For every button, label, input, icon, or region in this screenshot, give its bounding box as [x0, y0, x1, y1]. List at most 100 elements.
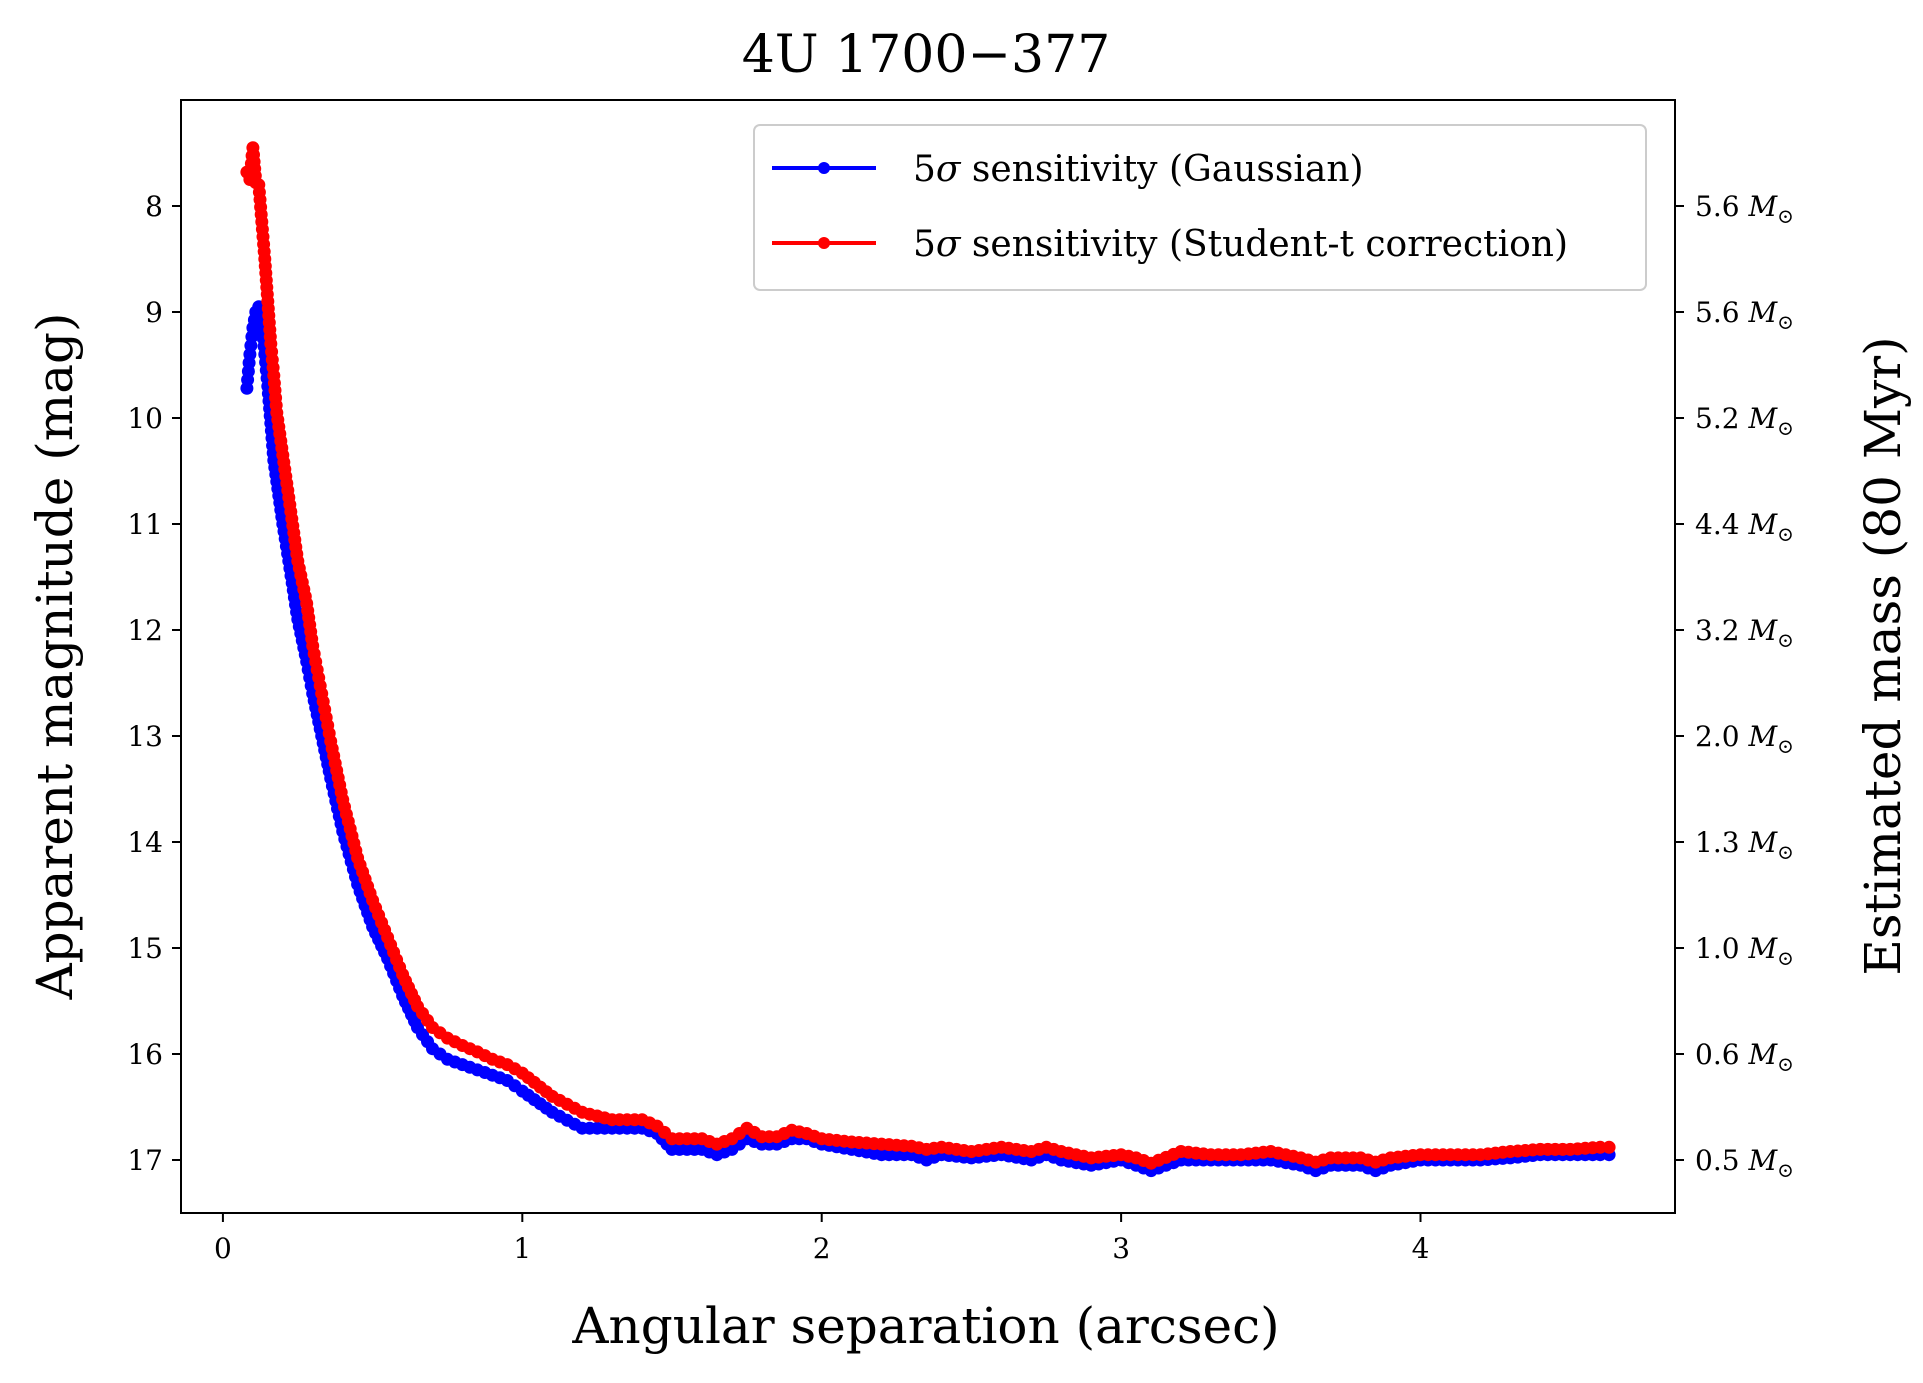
y-tick-label: 16	[127, 1038, 163, 1071]
series-marker-1	[732, 1127, 746, 1140]
series-marker-1	[421, 1013, 434, 1027]
series-marker-1	[334, 785, 348, 799]
y2-tick-label: 3.2 M⊙	[1695, 614, 1794, 652]
series-marker-1	[628, 1113, 642, 1127]
series-marker-0	[598, 1121, 612, 1135]
series-marker-1	[408, 993, 421, 1007]
series-marker-1	[1316, 1153, 1330, 1167]
series-marker-1	[912, 1141, 926, 1155]
series-marker-1	[747, 1125, 761, 1139]
legend-gaussian-sigma: σ	[936, 149, 962, 190]
series-marker-1	[248, 169, 262, 183]
series-marker-1	[349, 844, 363, 858]
x-tick-label: 3	[1112, 1232, 1130, 1265]
legend-marker-gaussian	[818, 162, 830, 174]
series-marker-0	[245, 330, 259, 344]
series-marker-1	[1301, 1153, 1315, 1167]
plot-frame	[180, 99, 1676, 1214]
series-marker-1	[433, 1026, 447, 1040]
series-marker-1	[281, 483, 295, 497]
series-marker-1	[897, 1139, 911, 1153]
series-marker-1	[792, 1125, 806, 1139]
series-marker-0	[408, 1014, 421, 1028]
y2-tick-label: 1.0 M⊙	[1695, 932, 1794, 970]
y2-tick-label: 4.4 M⊙	[1695, 508, 1794, 546]
y2-tick-label: 5.2 M⊙	[1695, 402, 1794, 440]
series-marker-1	[837, 1134, 851, 1148]
series-marker-1	[688, 1132, 701, 1146]
y-tick-label: 12	[127, 614, 163, 647]
series-marker-1	[322, 726, 336, 740]
series-marker-1	[762, 1130, 776, 1144]
series-marker-1	[539, 1085, 553, 1099]
series-marker-1	[957, 1144, 971, 1157]
series-point-1	[1602, 1140, 1616, 1154]
series-marker-0	[867, 1146, 881, 1160]
legend-label-gaussian: 5σ sensitivity (Gaussian)	[913, 149, 1364, 190]
series-marker-1	[1137, 1154, 1151, 1167]
y2-axis-ticks: 5.6 M⊙ 5.6 M⊙ 5.2 M⊙ 4.4 M⊙ 3.2 M⊙ 2.0 M⊙ 1.3 …	[1675, 190, 1794, 1182]
legend: 5σ sensitivity (Gaussian) 5σ sensitivity…	[753, 124, 1647, 291]
series-marker-1	[448, 1035, 462, 1049]
series-marker-0	[568, 1117, 582, 1131]
x-axis-title: Angular separation (arcsec)	[571, 1297, 1279, 1355]
series-marker-1	[1376, 1153, 1390, 1167]
series-marker-1	[266, 361, 280, 375]
legend-student-t-prefix: 5	[913, 224, 936, 265]
series-marker-1	[702, 1135, 716, 1148]
y-axis-title: Apparent magnitude (mag)	[26, 312, 84, 1000]
series-marker-1	[1167, 1147, 1180, 1161]
series-marker-1	[777, 1127, 791, 1140]
series-marker-1	[257, 245, 271, 259]
series-marker-0	[290, 605, 304, 619]
series-marker-1	[1361, 1153, 1375, 1167]
series-marker-0	[688, 1142, 701, 1156]
series-marker-0	[897, 1148, 911, 1162]
series-marker-1	[463, 1042, 477, 1056]
series-marker-0	[421, 1035, 434, 1049]
legend-box	[753, 124, 1647, 291]
series-marker-1	[643, 1116, 657, 1130]
series-marker-1	[807, 1129, 821, 1143]
series-marker-1	[1496, 1145, 1510, 1159]
series-marker-0	[463, 1060, 477, 1074]
y-tick-label: 9	[145, 296, 163, 329]
x-axis-ticks: 0 1 2 3 4	[214, 1213, 1429, 1265]
series-marker-1	[478, 1049, 492, 1063]
series-marker-1	[1346, 1151, 1360, 1165]
series-marker-0	[433, 1047, 447, 1061]
legend-gaussian-prefix: 5	[913, 149, 936, 190]
series-marker-0	[242, 356, 256, 370]
series-marker-0	[478, 1066, 492, 1079]
x-tick-label: 4	[1412, 1232, 1430, 1265]
series-marker-1	[1047, 1142, 1061, 1156]
series-marker-1	[1107, 1149, 1121, 1162]
series-marker-1	[260, 287, 274, 301]
legend-marker-student-t	[818, 237, 830, 249]
series-marker-1	[1556, 1142, 1570, 1156]
series-marker-1	[1032, 1142, 1046, 1156]
series-marker-1	[263, 330, 277, 344]
y-tick-label: 15	[127, 932, 163, 965]
y-tick-label: 13	[127, 720, 163, 753]
series-marker-1	[1406, 1149, 1420, 1162]
series-marker-1	[1226, 1148, 1240, 1162]
series-marker-1	[290, 547, 304, 561]
series-marker-1	[1017, 1144, 1031, 1157]
series-marker-1	[1286, 1149, 1300, 1163]
series-marker-1	[1122, 1149, 1136, 1163]
x-tick-label: 1	[513, 1232, 531, 1265]
y2-tick-label: 0.5 M⊙	[1695, 1144, 1794, 1182]
y-tick-label: 14	[127, 826, 163, 859]
series-marker-1	[867, 1137, 881, 1151]
y2-axis-title: Estimated mass (80 Myr)	[1854, 336, 1912, 975]
series-marker-1	[298, 589, 312, 603]
series-marker-1	[313, 679, 327, 693]
y-tick-label: 8	[145, 190, 163, 223]
series-marker-1	[363, 886, 377, 900]
series-marker-1	[1196, 1147, 1210, 1161]
series-layer	[240, 141, 1616, 1178]
series-marker-1	[493, 1055, 507, 1069]
legend-student-t-sigma: σ	[936, 224, 962, 265]
series-marker-1	[254, 208, 268, 221]
